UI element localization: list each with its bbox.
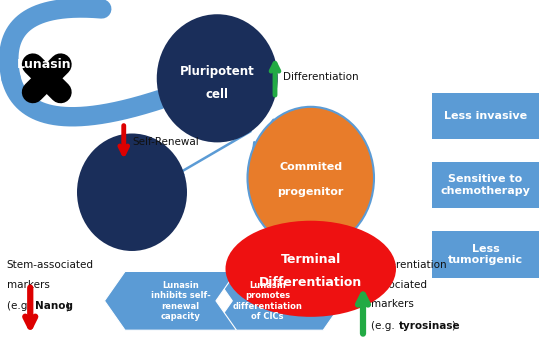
Polygon shape [212,271,344,330]
Text: Differentiation: Differentiation [259,276,362,289]
Text: ): ) [65,301,69,311]
Text: Self-Renewal: Self-Renewal [132,137,199,147]
FancyBboxPatch shape [432,162,539,208]
Text: Sensitive to
chemotherapy: Sensitive to chemotherapy [441,174,530,196]
Ellipse shape [248,107,374,249]
Text: Less
tumorigenic: Less tumorigenic [448,244,523,265]
Text: progenitor: progenitor [278,187,344,197]
Text: markers: markers [7,280,50,290]
Text: Commited: Commited [279,162,342,172]
Text: Lunasin
promotes
differentiation
of CICs: Lunasin promotes differentiation of CICs [233,281,303,321]
Text: ): ) [451,321,455,331]
Text: (e.g.: (e.g. [7,301,34,311]
Text: Lunasin: Lunasin [16,58,72,70]
Text: cell: cell [206,88,229,101]
Text: Lunasin
inhibits self-
renewal
capacity: Lunasin inhibits self- renewal capacity [151,281,211,321]
Ellipse shape [77,134,187,251]
Text: markers: markers [371,299,414,309]
Text: Differentiation: Differentiation [283,72,359,82]
Text: tyrosinase: tyrosinase [399,321,461,331]
Text: Differentiation: Differentiation [371,260,447,270]
FancyBboxPatch shape [432,93,539,139]
Text: associated: associated [371,280,427,290]
FancyBboxPatch shape [432,231,539,278]
Text: (e.g.: (e.g. [371,321,398,331]
Ellipse shape [157,14,278,142]
Ellipse shape [226,221,396,317]
Text: Terminal: Terminal [280,253,341,266]
Polygon shape [104,271,236,330]
Text: Less invasive: Less invasive [444,111,527,121]
Text: Pluripotent: Pluripotent [180,65,255,78]
Text: Nanog: Nanog [35,301,73,311]
Text: Stem-associated: Stem-associated [7,260,94,270]
